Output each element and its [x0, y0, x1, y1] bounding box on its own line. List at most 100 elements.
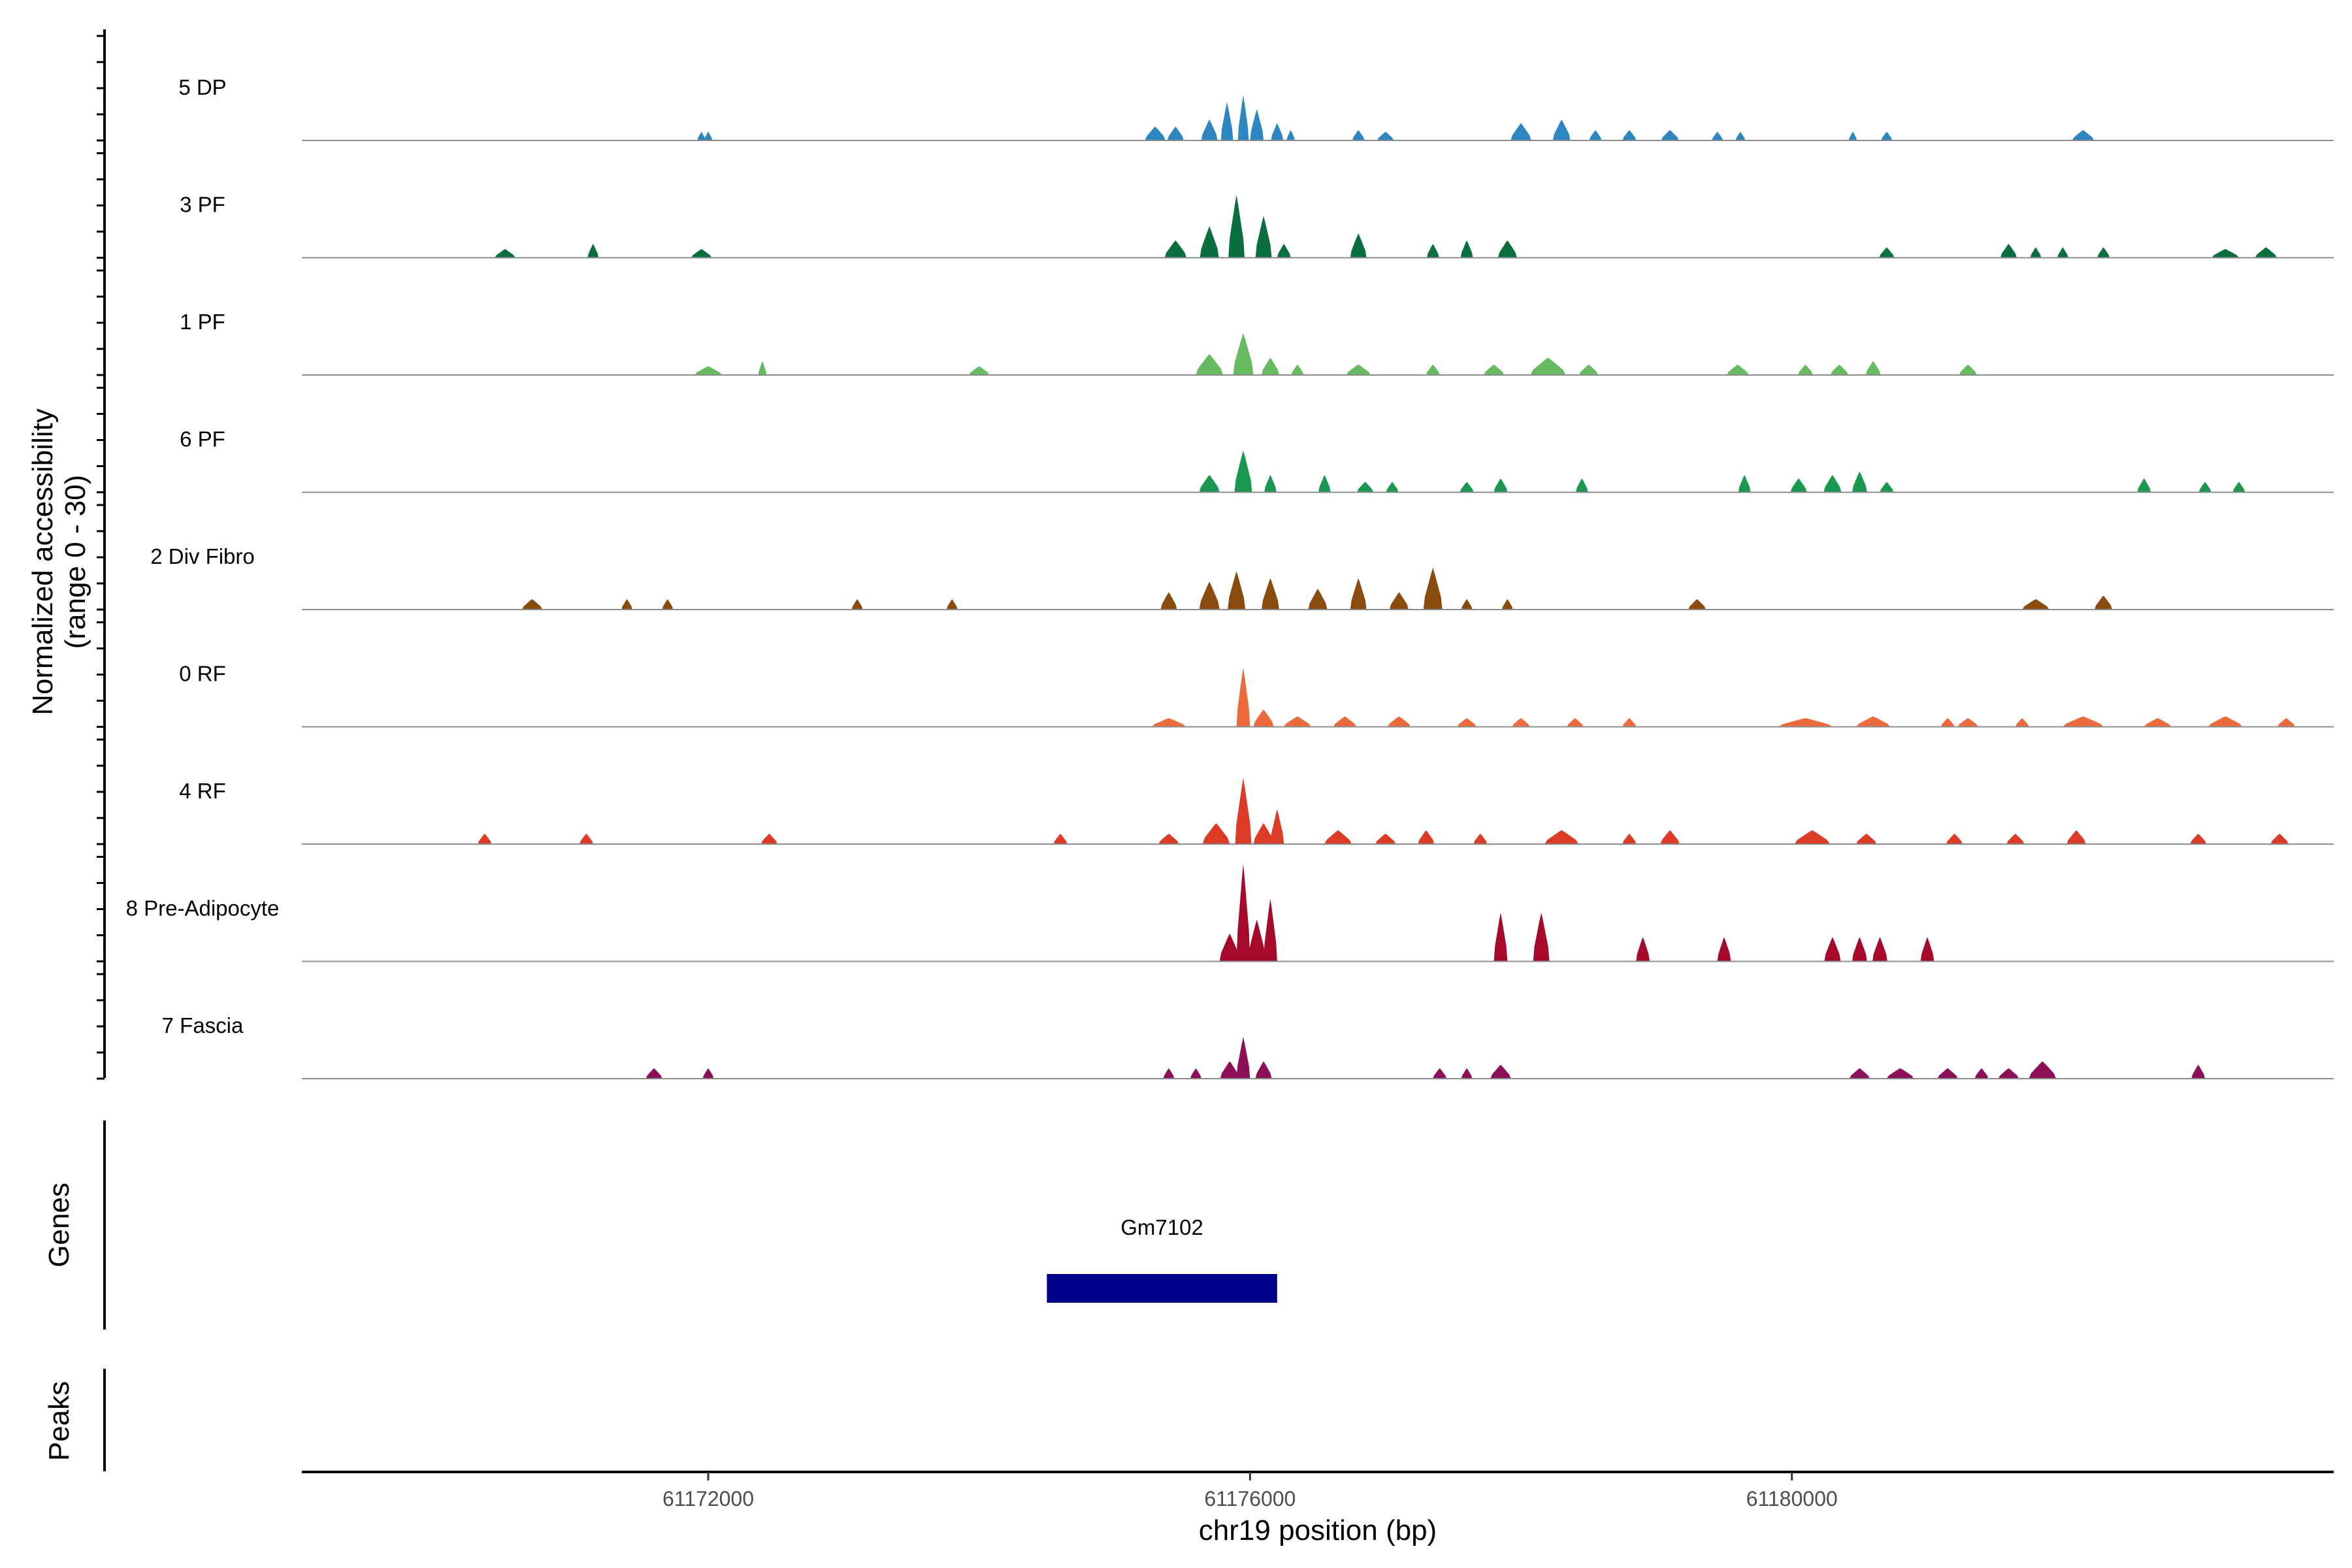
- coverage-peak: [1199, 474, 1220, 493]
- gene-label: Gm7102: [1120, 1215, 1203, 1239]
- x-axis-title: chr19 position (bp): [1199, 1514, 1437, 1546]
- coverage-peak: [2095, 595, 2113, 610]
- coverage-peak: [1236, 1037, 1250, 1079]
- coverage-peak: [1457, 718, 1477, 727]
- coverage-peak: [2212, 249, 2239, 258]
- coverage-peak: [1324, 830, 1352, 844]
- coverage-peak: [1333, 716, 1357, 727]
- coverage-peak: [1219, 933, 1240, 962]
- coverage-peak: [1797, 365, 1813, 375]
- coverage-peak: [1856, 834, 1877, 844]
- coverage-peak: [1856, 716, 1890, 727]
- track-label: 6 PF: [180, 427, 225, 451]
- coverage-peak: [1727, 365, 1749, 375]
- coverage-peak: [1255, 216, 1272, 258]
- coverage-peak: [1167, 126, 1184, 140]
- coverage-peak: [1318, 474, 1331, 493]
- coverage-y-ticks: [97, 35, 105, 1080]
- track-8-pre-adipocyte: 8 Pre-Adipocyte: [126, 864, 2334, 962]
- coverage-peak: [1152, 718, 1186, 727]
- coverage-peak: [702, 1068, 714, 1079]
- coverage-peak: [1778, 718, 1833, 727]
- coverage-peak: [1201, 120, 1218, 140]
- coverage-peak: [1426, 365, 1440, 375]
- track-2-div-fibro: 2 Div Fibro: [150, 544, 2334, 610]
- coverage-peak: [1974, 1068, 1989, 1079]
- track-7-fascia: 7 Fascia: [162, 1013, 2334, 1079]
- coverage-peak: [1264, 898, 1277, 962]
- coverage-peak: [1158, 834, 1179, 844]
- coverage-peak: [1236, 864, 1250, 962]
- track-label: 5 DP: [178, 75, 226, 99]
- coverage-peak: [1248, 919, 1266, 962]
- coverage-peak: [2137, 478, 2151, 493]
- track-label: 3 PF: [180, 193, 225, 217]
- coverage-peak: [1823, 474, 1842, 493]
- track-4-rf: 4 RF: [179, 777, 2334, 845]
- gene-track: Gm7102: [1047, 1215, 1277, 1303]
- coverage-peak: [1461, 1068, 1473, 1079]
- coverage-peak: [1352, 130, 1365, 140]
- coverage-peak: [1220, 1061, 1239, 1079]
- coverage-peak: [1636, 937, 1650, 962]
- coverage-peak: [1386, 482, 1399, 493]
- coverage-peak: [2097, 247, 2110, 258]
- track-6-pf: 6 PF: [180, 427, 2334, 493]
- coverage-peak: [1228, 195, 1245, 258]
- coverage-peak: [662, 599, 674, 610]
- coverage-peak: [946, 599, 958, 610]
- coverage-peak: [1738, 474, 1751, 493]
- coverage-peak: [1717, 937, 1731, 962]
- track-3-pf: 3 PF: [180, 193, 2334, 259]
- coverage-peak: [1879, 247, 1895, 258]
- coverage-peak: [1530, 357, 1566, 375]
- coverage-peak: [1418, 830, 1435, 844]
- coverage-peak: [587, 244, 599, 258]
- y-axis-title-line2: (range 0 - 30): [59, 475, 91, 649]
- coverage-peak: [1196, 354, 1223, 375]
- coverage-peak: [760, 834, 777, 844]
- coverage-peak: [2232, 482, 2246, 493]
- coverage-peak: [1735, 131, 1746, 140]
- coverage-peak: [1160, 592, 1177, 610]
- coverage-peak: [1346, 365, 1371, 375]
- coverage-peak: [1940, 718, 1955, 727]
- coverage-peak: [969, 366, 990, 375]
- coverage-peak: [1271, 123, 1284, 140]
- coverage-peak: [1920, 937, 1935, 962]
- coverage-peak: [1235, 777, 1252, 844]
- track-label: 0 RF: [179, 662, 226, 686]
- coverage-peak: [1552, 120, 1571, 140]
- coverage-peak: [1350, 233, 1367, 258]
- coverage-peak: [1501, 599, 1513, 610]
- coverage-peak: [1375, 834, 1396, 844]
- coverage-peak: [1567, 718, 1584, 727]
- coverage-peak: [1255, 1061, 1272, 1079]
- track-0-rf: 0 RF: [179, 662, 2334, 728]
- coverage-peak: [1872, 937, 1887, 962]
- coverage-peak: [1886, 1068, 1914, 1079]
- coverage-peak: [1490, 1064, 1511, 1079]
- coverage-peak: [1284, 716, 1311, 727]
- coverage-y-axis: [97, 29, 106, 1080]
- coverage-peak: [1291, 365, 1304, 375]
- coverage-peak: [2277, 718, 2295, 727]
- coverage-peak: [1163, 1068, 1175, 1079]
- coverage-peak: [1461, 599, 1473, 610]
- coverage-peak: [2000, 244, 2017, 258]
- coverage-peak: [1270, 809, 1284, 844]
- coverage-peak: [1589, 130, 1602, 140]
- coverage-peak: [1511, 123, 1531, 140]
- coverage-peak: [1426, 244, 1439, 258]
- coverage-peak: [1865, 361, 1881, 375]
- track-1-pf: 1 PF: [180, 310, 2334, 376]
- coverage-tracks: 5 DP 3 PF 1 PF 6 PF 2 Div Fibro 0 RF 4 RF 8 Pre…: [126, 75, 2334, 1079]
- coverage-peak: [1575, 478, 1588, 493]
- coverage-peak: [1253, 709, 1274, 727]
- coverage-peak: [694, 366, 722, 375]
- coverage-peak: [1998, 1068, 2019, 1079]
- track-5-dp: 5 DP: [178, 75, 2334, 141]
- coverage-peak: [1250, 109, 1264, 140]
- coverage-peak: [1881, 131, 1893, 140]
- coverage-peak: [2022, 599, 2050, 610]
